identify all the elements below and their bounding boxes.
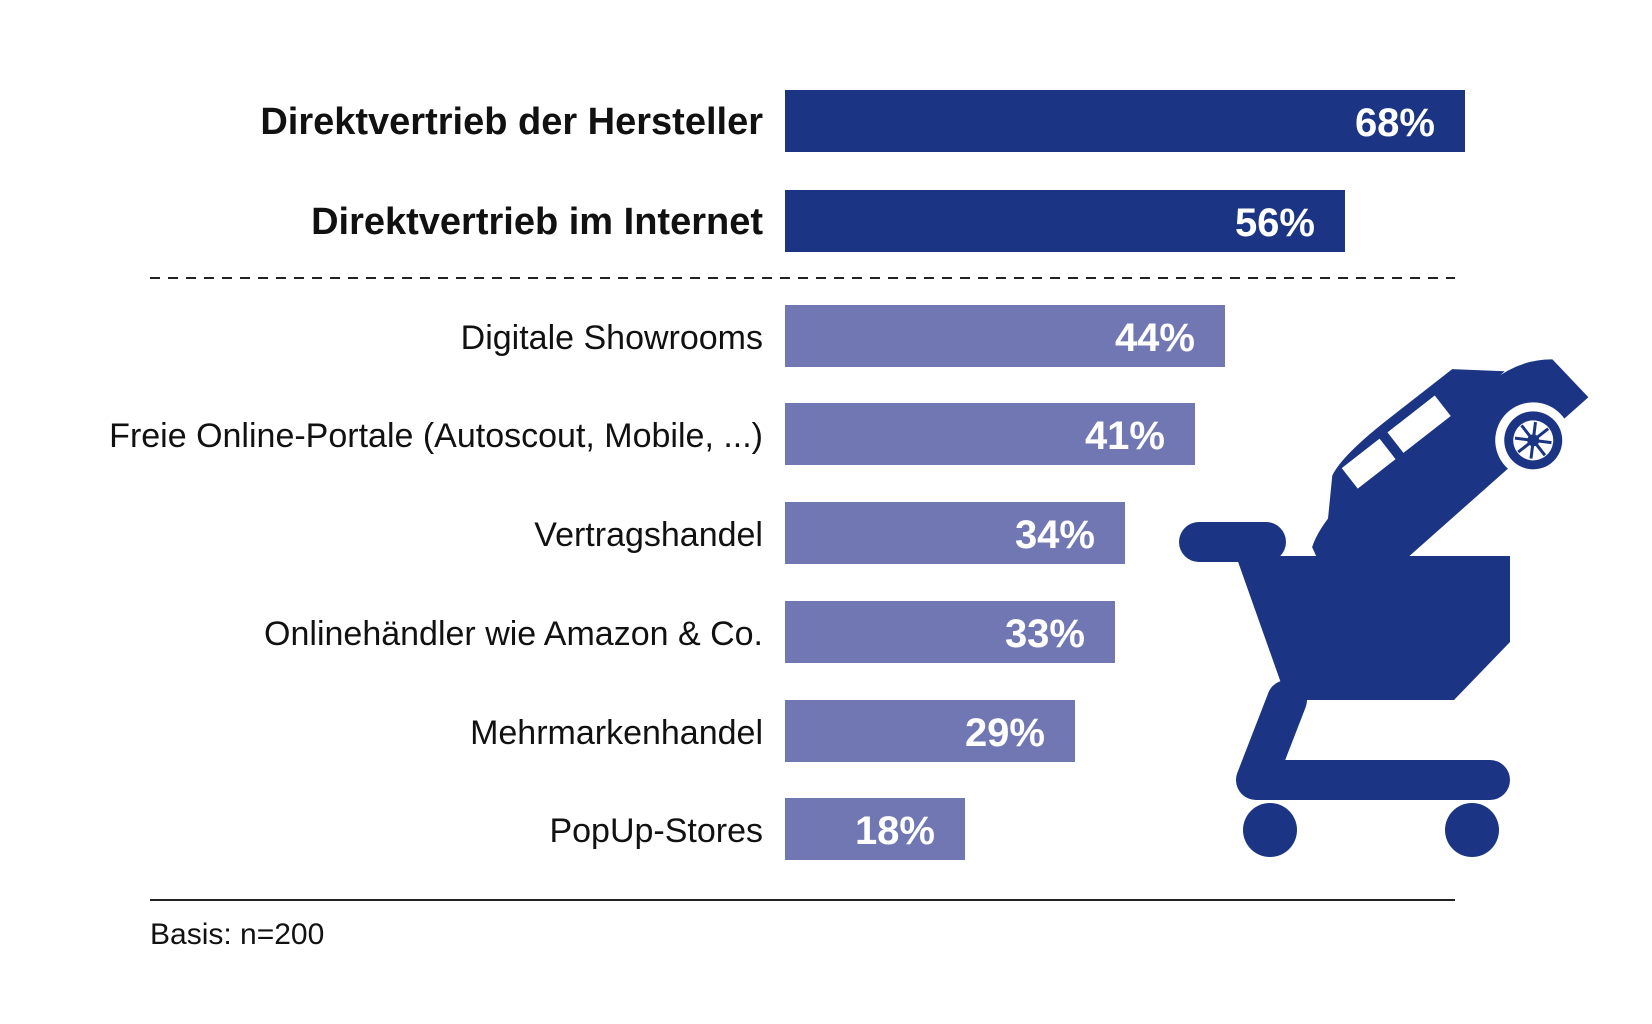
footnote: Basis: n=200 <box>150 918 324 951</box>
category-label: Direktvertrieb der Hersteller <box>260 101 763 143</box>
category-label: PopUp-Stores <box>549 812 763 850</box>
bar <box>785 601 1115 663</box>
bar <box>785 190 1345 252</box>
bar <box>785 798 965 860</box>
shopping-cart-with-car-icon <box>1179 359 1589 857</box>
value-label: 29% <box>965 711 1045 755</box>
bars-layer: Direktvertrieb der Hersteller 68% Direktve… <box>109 90 1465 860</box>
value-label: 68% <box>1355 101 1435 145</box>
bar <box>785 90 1465 152</box>
value-label: 44% <box>1115 316 1195 360</box>
value-label: 56% <box>1235 201 1315 245</box>
bar <box>785 403 1195 465</box>
category-label: Direktvertrieb im Internet <box>311 201 763 243</box>
category-label: Digitale Showrooms <box>461 319 763 357</box>
category-label: Vertragshandel <box>534 516 763 554</box>
category-label: Freie Online-Portale (Autoscout, Mobile,… <box>109 417 763 455</box>
category-label: Onlinehändler wie Amazon & Co. <box>264 615 763 653</box>
bar <box>785 305 1225 367</box>
category-label: Mehrmarkenhandel <box>470 714 763 752</box>
bar <box>785 700 1075 762</box>
value-label: 34% <box>1015 513 1095 557</box>
value-label: 18% <box>855 809 935 853</box>
value-label: 33% <box>1005 612 1085 656</box>
bar <box>785 502 1125 564</box>
value-label: 41% <box>1085 414 1165 458</box>
